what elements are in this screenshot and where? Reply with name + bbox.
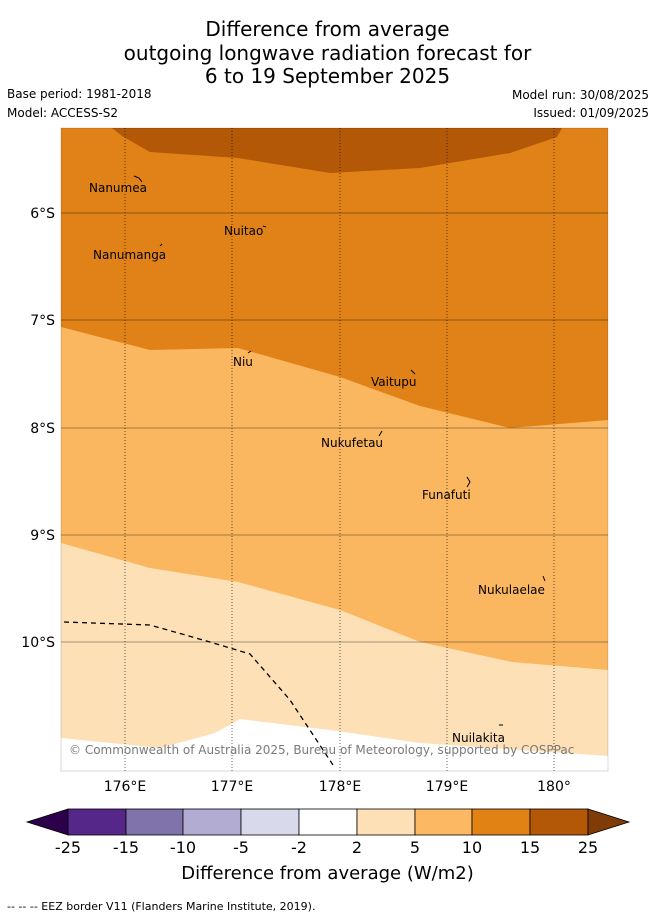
model-name: Model: ACCESS-S2	[7, 106, 119, 120]
title-line-2: outgoing longwave radiation forecast for	[123, 41, 532, 65]
lat-label: 10°S	[21, 635, 55, 651]
colorbar-segment	[67, 808, 127, 836]
lat-label: 6°S	[30, 206, 55, 222]
island-funafuti-shape	[466, 476, 471, 488]
island-nanumea-shape	[133, 175, 143, 183]
map-frame	[60, 127, 609, 772]
band-neutral	[61, 719, 608, 771]
island-nanumanga-shape	[159, 243, 163, 247]
colorbar-label: -10	[170, 838, 196, 857]
colorbar-extend-low	[25, 808, 69, 836]
colorbar-segment	[182, 808, 242, 836]
colorbar-label: 15	[520, 838, 540, 857]
place-label: Funafuti	[422, 488, 471, 502]
colorbar-segment	[471, 808, 531, 836]
lon-label: 177°E	[211, 779, 254, 795]
colorbar-label: 10	[462, 838, 482, 857]
colorbar-label: -25	[55, 838, 81, 857]
colorbar-segment	[298, 808, 358, 836]
colorbar	[25, 808, 631, 836]
place-label: Nanumanga	[93, 248, 166, 262]
place-label: Nukufetau	[321, 436, 383, 450]
lon-label: 176°E	[104, 779, 147, 795]
footnote: -- -- -- EEZ border V11 (Flanders Marine…	[7, 900, 316, 913]
title-line-3: 6 to 19 September 2025	[204, 64, 451, 88]
island-vaitupu-shape	[410, 369, 416, 375]
graticule	[61, 212, 608, 643]
place-label: Vaitupu	[371, 375, 417, 389]
olr-map: Nanumea Nuitao Nanumanga Niu Vaitupu Nuk…	[21, 127, 631, 857]
place-label: Nanumea	[89, 181, 147, 195]
colorbar-segment	[529, 808, 589, 836]
place-label: Nuitao	[224, 224, 263, 238]
base-period: Base period: 1981-2018	[7, 87, 152, 101]
map-fill	[61, 128, 608, 771]
model-run: Model run: 30/08/2025	[511, 88, 649, 102]
lon-label: 179°E	[426, 779, 469, 795]
colorbar-label: -5	[233, 838, 249, 857]
place-label: Niu	[233, 355, 253, 369]
island-nuitao-shape	[262, 225, 267, 228]
lat-label: 8°S	[30, 421, 55, 437]
colorbar-title: Difference from average (W/m2)	[181, 863, 474, 884]
colorbar-label: 5	[410, 838, 420, 857]
title-line-1: Difference from average	[205, 17, 450, 41]
band-10-15	[61, 128, 608, 428]
island-shapes	[133, 175, 546, 726]
island-nukufetau-shape	[378, 430, 383, 437]
lat-label: 9°S	[30, 528, 55, 544]
place-label: Nuilakita	[452, 731, 505, 745]
colorbar-label: -15	[113, 838, 139, 857]
meridians	[124, 128, 555, 771]
lat-label: 7°S	[30, 313, 55, 329]
colorbar-segment	[125, 808, 184, 836]
place-label: Nukulaelae	[478, 583, 545, 597]
island-nukulaelae-shape	[542, 575, 546, 582]
lon-label: 178°E	[319, 779, 362, 795]
colorbar-label: 2	[352, 838, 362, 857]
island-niu-shape	[247, 350, 252, 354]
band-15-25	[112, 128, 562, 173]
credit-text: © Commonwealth of Australia 2025, Bureau…	[69, 743, 574, 757]
eez-border	[63, 621, 336, 769]
colorbar-segment	[356, 808, 416, 836]
colorbar-label: -2	[291, 838, 307, 857]
lon-label: 180°	[537, 779, 571, 795]
issued-date: Issued: 01/09/2025	[533, 106, 649, 120]
colorbar-extend-high	[587, 808, 631, 836]
colorbar-segment	[414, 808, 473, 836]
colorbar-label: 25	[578, 838, 598, 857]
colorbar-segment	[240, 808, 300, 836]
